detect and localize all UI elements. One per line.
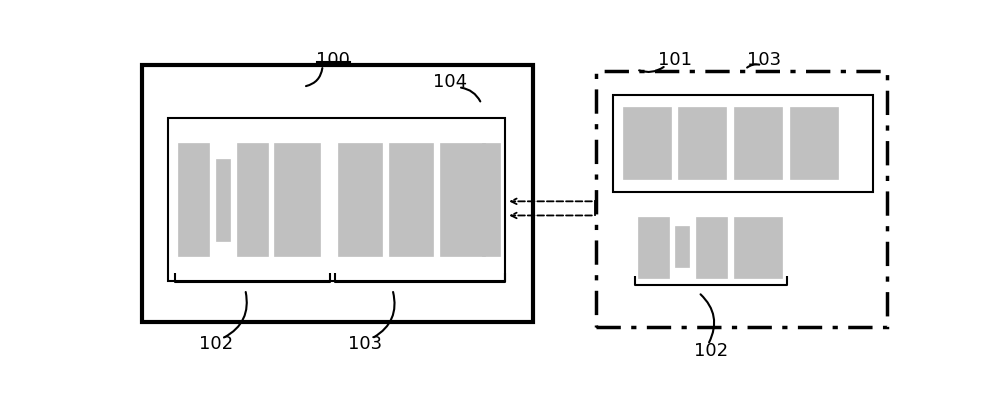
Text: 100: 100 [316,51,350,69]
Bar [216,159,230,241]
Bar [482,143,500,256]
Text: 102: 102 [199,335,234,353]
Text: 103: 103 [348,335,382,353]
Text: 104: 104 [433,73,468,91]
Bar [790,107,838,180]
Bar [596,71,887,327]
Bar [168,118,505,282]
Bar [142,64,533,322]
Bar [178,143,209,256]
Text: 103: 103 [747,51,781,69]
Bar [613,95,873,192]
Bar [696,217,727,278]
Bar [623,107,671,180]
Bar [675,226,689,267]
Bar [338,143,382,256]
Bar [638,217,669,278]
Bar [274,143,320,256]
Text: 101: 101 [658,51,692,69]
Bar [734,107,782,180]
Bar [734,217,782,278]
Bar [389,143,433,256]
Bar [440,143,485,256]
Text: 102: 102 [694,341,728,359]
Bar [237,143,268,256]
Bar [678,107,726,180]
